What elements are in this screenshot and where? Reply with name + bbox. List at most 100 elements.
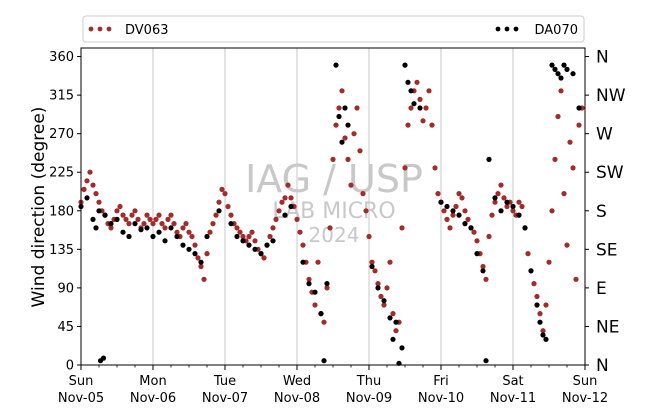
data-point (459, 195, 465, 201)
data-point (462, 208, 468, 214)
data-point (132, 208, 138, 214)
x-tick-label-day: Thu (356, 374, 381, 389)
data-point (147, 216, 153, 222)
data-point (522, 225, 528, 231)
data-point (90, 182, 96, 188)
data-point (168, 225, 174, 231)
data-point (504, 199, 510, 205)
data-point (126, 233, 132, 240)
data-point (144, 212, 150, 218)
data-point (273, 216, 279, 222)
data-point (372, 268, 378, 274)
x-tick-label-date: Nov-09 (346, 391, 392, 406)
data-point (504, 203, 510, 210)
data-point (381, 302, 387, 308)
y-tick-label: 225 (49, 166, 74, 181)
data-point (411, 101, 417, 107)
data-point (324, 281, 330, 287)
data-point (327, 225, 333, 231)
data-point (129, 212, 135, 218)
data-point (558, 88, 564, 94)
data-point (171, 221, 177, 227)
data-point (456, 212, 462, 218)
data-point (510, 203, 516, 210)
y-tick-label: 270 (49, 127, 74, 142)
data-point (486, 233, 492, 240)
data-point (492, 199, 498, 205)
data-point (186, 229, 192, 235)
data-point (339, 88, 345, 94)
data-point (132, 221, 138, 227)
legend-label: DA070 (535, 23, 579, 38)
data-point (492, 195, 498, 201)
data-point (357, 148, 363, 154)
data-point (441, 208, 447, 214)
legend-entry-da070: DA070 (495, 23, 579, 38)
data-point (258, 251, 264, 257)
data-point (474, 238, 480, 244)
data-point (540, 328, 546, 334)
data-point (210, 221, 216, 227)
data-point (390, 311, 396, 317)
data-point (366, 233, 372, 240)
compass-tick-label: NW (596, 86, 626, 106)
data-point (297, 229, 303, 235)
data-point (195, 255, 201, 261)
y-tick-label: 45 (57, 320, 74, 335)
data-point (270, 225, 276, 231)
data-point (561, 62, 567, 68)
data-point (213, 212, 219, 218)
data-point (120, 229, 126, 235)
compass-tick-label: E (596, 279, 607, 299)
data-point (555, 71, 561, 77)
data-point (528, 268, 534, 274)
data-point (360, 191, 366, 197)
data-point (141, 221, 147, 227)
data-point (198, 263, 204, 270)
data-point (240, 238, 246, 244)
data-point (228, 212, 234, 218)
data-point (114, 216, 120, 222)
data-point (570, 71, 576, 77)
watermark: IAG / USP LAB MICRO 2024 (245, 157, 423, 247)
data-point (471, 229, 477, 235)
data-point (156, 212, 162, 218)
data-point (546, 259, 552, 265)
data-point (336, 105, 342, 111)
y-tick-label: 360 (49, 50, 74, 65)
data-point (516, 199, 522, 205)
data-point (174, 229, 180, 235)
data-point (429, 122, 435, 128)
x-tick-label-day: Fri (433, 374, 449, 389)
data-point (270, 238, 276, 244)
data-point (405, 122, 411, 128)
legend-marker (88, 26, 94, 32)
data-point (219, 186, 225, 192)
data-point (564, 66, 570, 72)
legend-entry-dv063: DV063 (88, 23, 169, 38)
data-point (162, 225, 168, 231)
data-point (444, 216, 450, 222)
data-point (300, 242, 306, 248)
x-tick-label-day: Mon (139, 374, 166, 389)
data-point (84, 178, 90, 184)
compass-tick-label: N (596, 48, 609, 68)
data-point (498, 208, 504, 214)
data-point (402, 62, 408, 68)
data-point (204, 251, 210, 257)
y-tick-label: 315 (49, 89, 74, 104)
data-point (414, 79, 420, 85)
data-point (306, 281, 312, 287)
data-point (234, 233, 240, 240)
watermark-year: 2024 (309, 223, 360, 247)
data-point (192, 242, 198, 248)
data-point (288, 203, 294, 210)
data-point (537, 319, 543, 325)
data-point (456, 191, 462, 197)
data-point (381, 298, 387, 304)
data-point (393, 319, 399, 325)
data-point (237, 229, 243, 235)
data-point (153, 216, 159, 222)
data-point (576, 105, 582, 111)
data-point (306, 276, 312, 282)
